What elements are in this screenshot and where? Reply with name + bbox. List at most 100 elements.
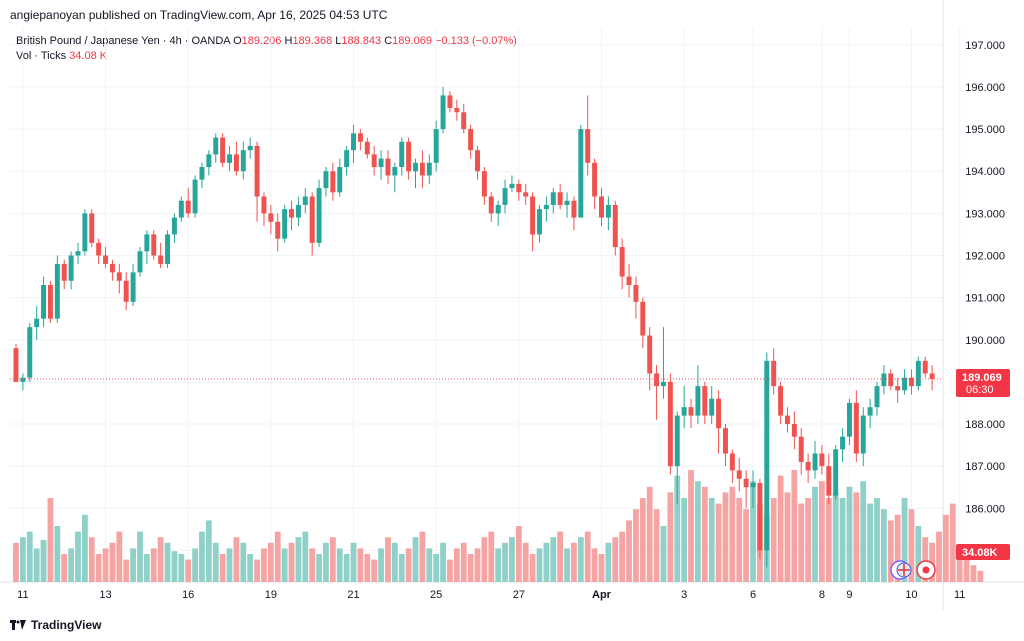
- candle-body: [571, 200, 577, 218]
- volume-bar: [956, 554, 963, 582]
- price-tick-label: 187.000: [965, 461, 1005, 473]
- volume-bar: [88, 537, 95, 582]
- candle-body: [695, 386, 701, 416]
- volume-bar: [715, 503, 722, 582]
- candle-body: [833, 449, 839, 496]
- candle-body: [784, 415, 790, 425]
- price-tag-bg: [956, 368, 1010, 397]
- volume-bar: [150, 548, 157, 582]
- candle-body: [275, 221, 281, 239]
- volume-bar: [777, 475, 784, 582]
- volume-tag-value: 34.08K: [962, 547, 998, 559]
- candle-body: [867, 407, 873, 416]
- candle-body: [109, 263, 115, 273]
- candle-body: [96, 242, 102, 256]
- event-icon[interactable]: [916, 560, 936, 580]
- volume-bar: [157, 537, 164, 582]
- candle-body: [47, 284, 53, 319]
- candle-body: [667, 381, 673, 467]
- volume-bar: [467, 554, 474, 582]
- volume-bar: [336, 548, 343, 582]
- candle-body: [846, 402, 852, 437]
- volume-bar: [488, 531, 495, 582]
- candle-body: [165, 234, 171, 264]
- symbol-label[interactable]: British Pound / Japanese Yen · 4h · OAND…: [16, 35, 231, 47]
- volume-bar: [591, 548, 598, 582]
- candle-body: [323, 171, 329, 189]
- volume-bar: [674, 475, 681, 582]
- volume-bar: [274, 531, 281, 582]
- price-tick-label: 195.000: [965, 124, 1005, 136]
- volume-bar: [584, 531, 591, 582]
- volume-bar: [302, 531, 309, 582]
- candle-body: [819, 453, 825, 467]
- candle-body: [433, 129, 439, 163]
- volume-bar: [860, 481, 867, 582]
- footer-brand[interactable]: TradingView: [10, 618, 101, 632]
- volume-bar: [543, 542, 550, 582]
- volume-bar: [901, 498, 908, 582]
- volume-bar: [474, 548, 481, 582]
- candle-body: [254, 145, 260, 197]
- volume-bar: [164, 542, 171, 582]
- candle-body: [171, 217, 177, 235]
- candle-body: [178, 200, 184, 218]
- time-tick-label: 8: [819, 589, 825, 601]
- time-tick-label: 10: [905, 589, 917, 601]
- publish-line: angiepanoyan published on TradingView.co…: [10, 8, 388, 22]
- volume-bar: [212, 542, 219, 582]
- volume-bar: [970, 565, 977, 582]
- candle-body: [764, 360, 770, 551]
- candle-body: [378, 158, 384, 168]
- brand-name: TradingView: [31, 618, 102, 632]
- candle-body: [61, 263, 67, 281]
- volume-bar: [350, 542, 357, 582]
- volume-bar: [267, 542, 274, 582]
- price-tick-label: 194.000: [965, 166, 1005, 178]
- price-tick-label: 192.000: [965, 250, 1005, 262]
- price-tick-label: 197.000: [965, 40, 1005, 52]
- candle-body: [895, 386, 901, 391]
- candle-body: [461, 112, 467, 130]
- candle-body: [612, 204, 618, 248]
- candle-body: [27, 327, 33, 378]
- candle-body: [902, 377, 908, 391]
- candle-body: [240, 150, 246, 172]
- volume-bar: [819, 481, 825, 582]
- volume-bar: [460, 542, 467, 582]
- volume-bar: [564, 548, 570, 582]
- volume-bar: [812, 486, 818, 582]
- price-tick-label: 191.000: [965, 293, 1005, 305]
- candle-body: [488, 196, 494, 214]
- volume-bar: [639, 498, 646, 582]
- volume-label[interactable]: Vol · Ticks: [16, 50, 67, 62]
- volume-bar: [646, 486, 653, 582]
- volume-bar: [405, 548, 412, 582]
- volume-bar: [832, 492, 839, 582]
- volume-bar: [605, 542, 612, 582]
- volume-bar: [233, 537, 240, 582]
- candle-body: [757, 482, 763, 551]
- volume-bar: [736, 498, 743, 582]
- volume-bar: [853, 492, 860, 582]
- candle-body: [633, 284, 639, 302]
- candle-body: [605, 204, 611, 218]
- candle-body: [778, 386, 784, 416]
- time-tick-label: 19: [265, 589, 277, 601]
- candle-body: [750, 482, 756, 488]
- volume-bar: [949, 503, 956, 582]
- candle-body: [537, 209, 542, 235]
- volume-bar: [426, 548, 433, 582]
- candle-body: [853, 402, 859, 454]
- candle-body: [130, 272, 136, 302]
- candle-body: [881, 373, 887, 387]
- volume-bar: [116, 531, 123, 582]
- volume-bar: [708, 498, 715, 582]
- candle-body: [392, 167, 398, 176]
- volume-bar: [102, 548, 109, 582]
- volume-bar: [309, 548, 316, 582]
- flag-icon[interactable]: [890, 560, 912, 580]
- candle-body: [578, 129, 584, 218]
- candle-body: [922, 360, 928, 374]
